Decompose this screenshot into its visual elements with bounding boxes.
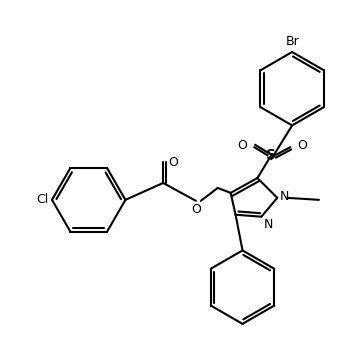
Text: Cl: Cl bbox=[36, 193, 48, 206]
Text: N: N bbox=[264, 218, 273, 231]
Text: O: O bbox=[297, 139, 307, 152]
Text: O: O bbox=[168, 156, 178, 169]
Text: O: O bbox=[191, 203, 201, 216]
Text: O: O bbox=[238, 139, 248, 152]
Text: S: S bbox=[266, 148, 276, 162]
Text: Br: Br bbox=[285, 35, 299, 48]
Text: N: N bbox=[280, 190, 290, 203]
